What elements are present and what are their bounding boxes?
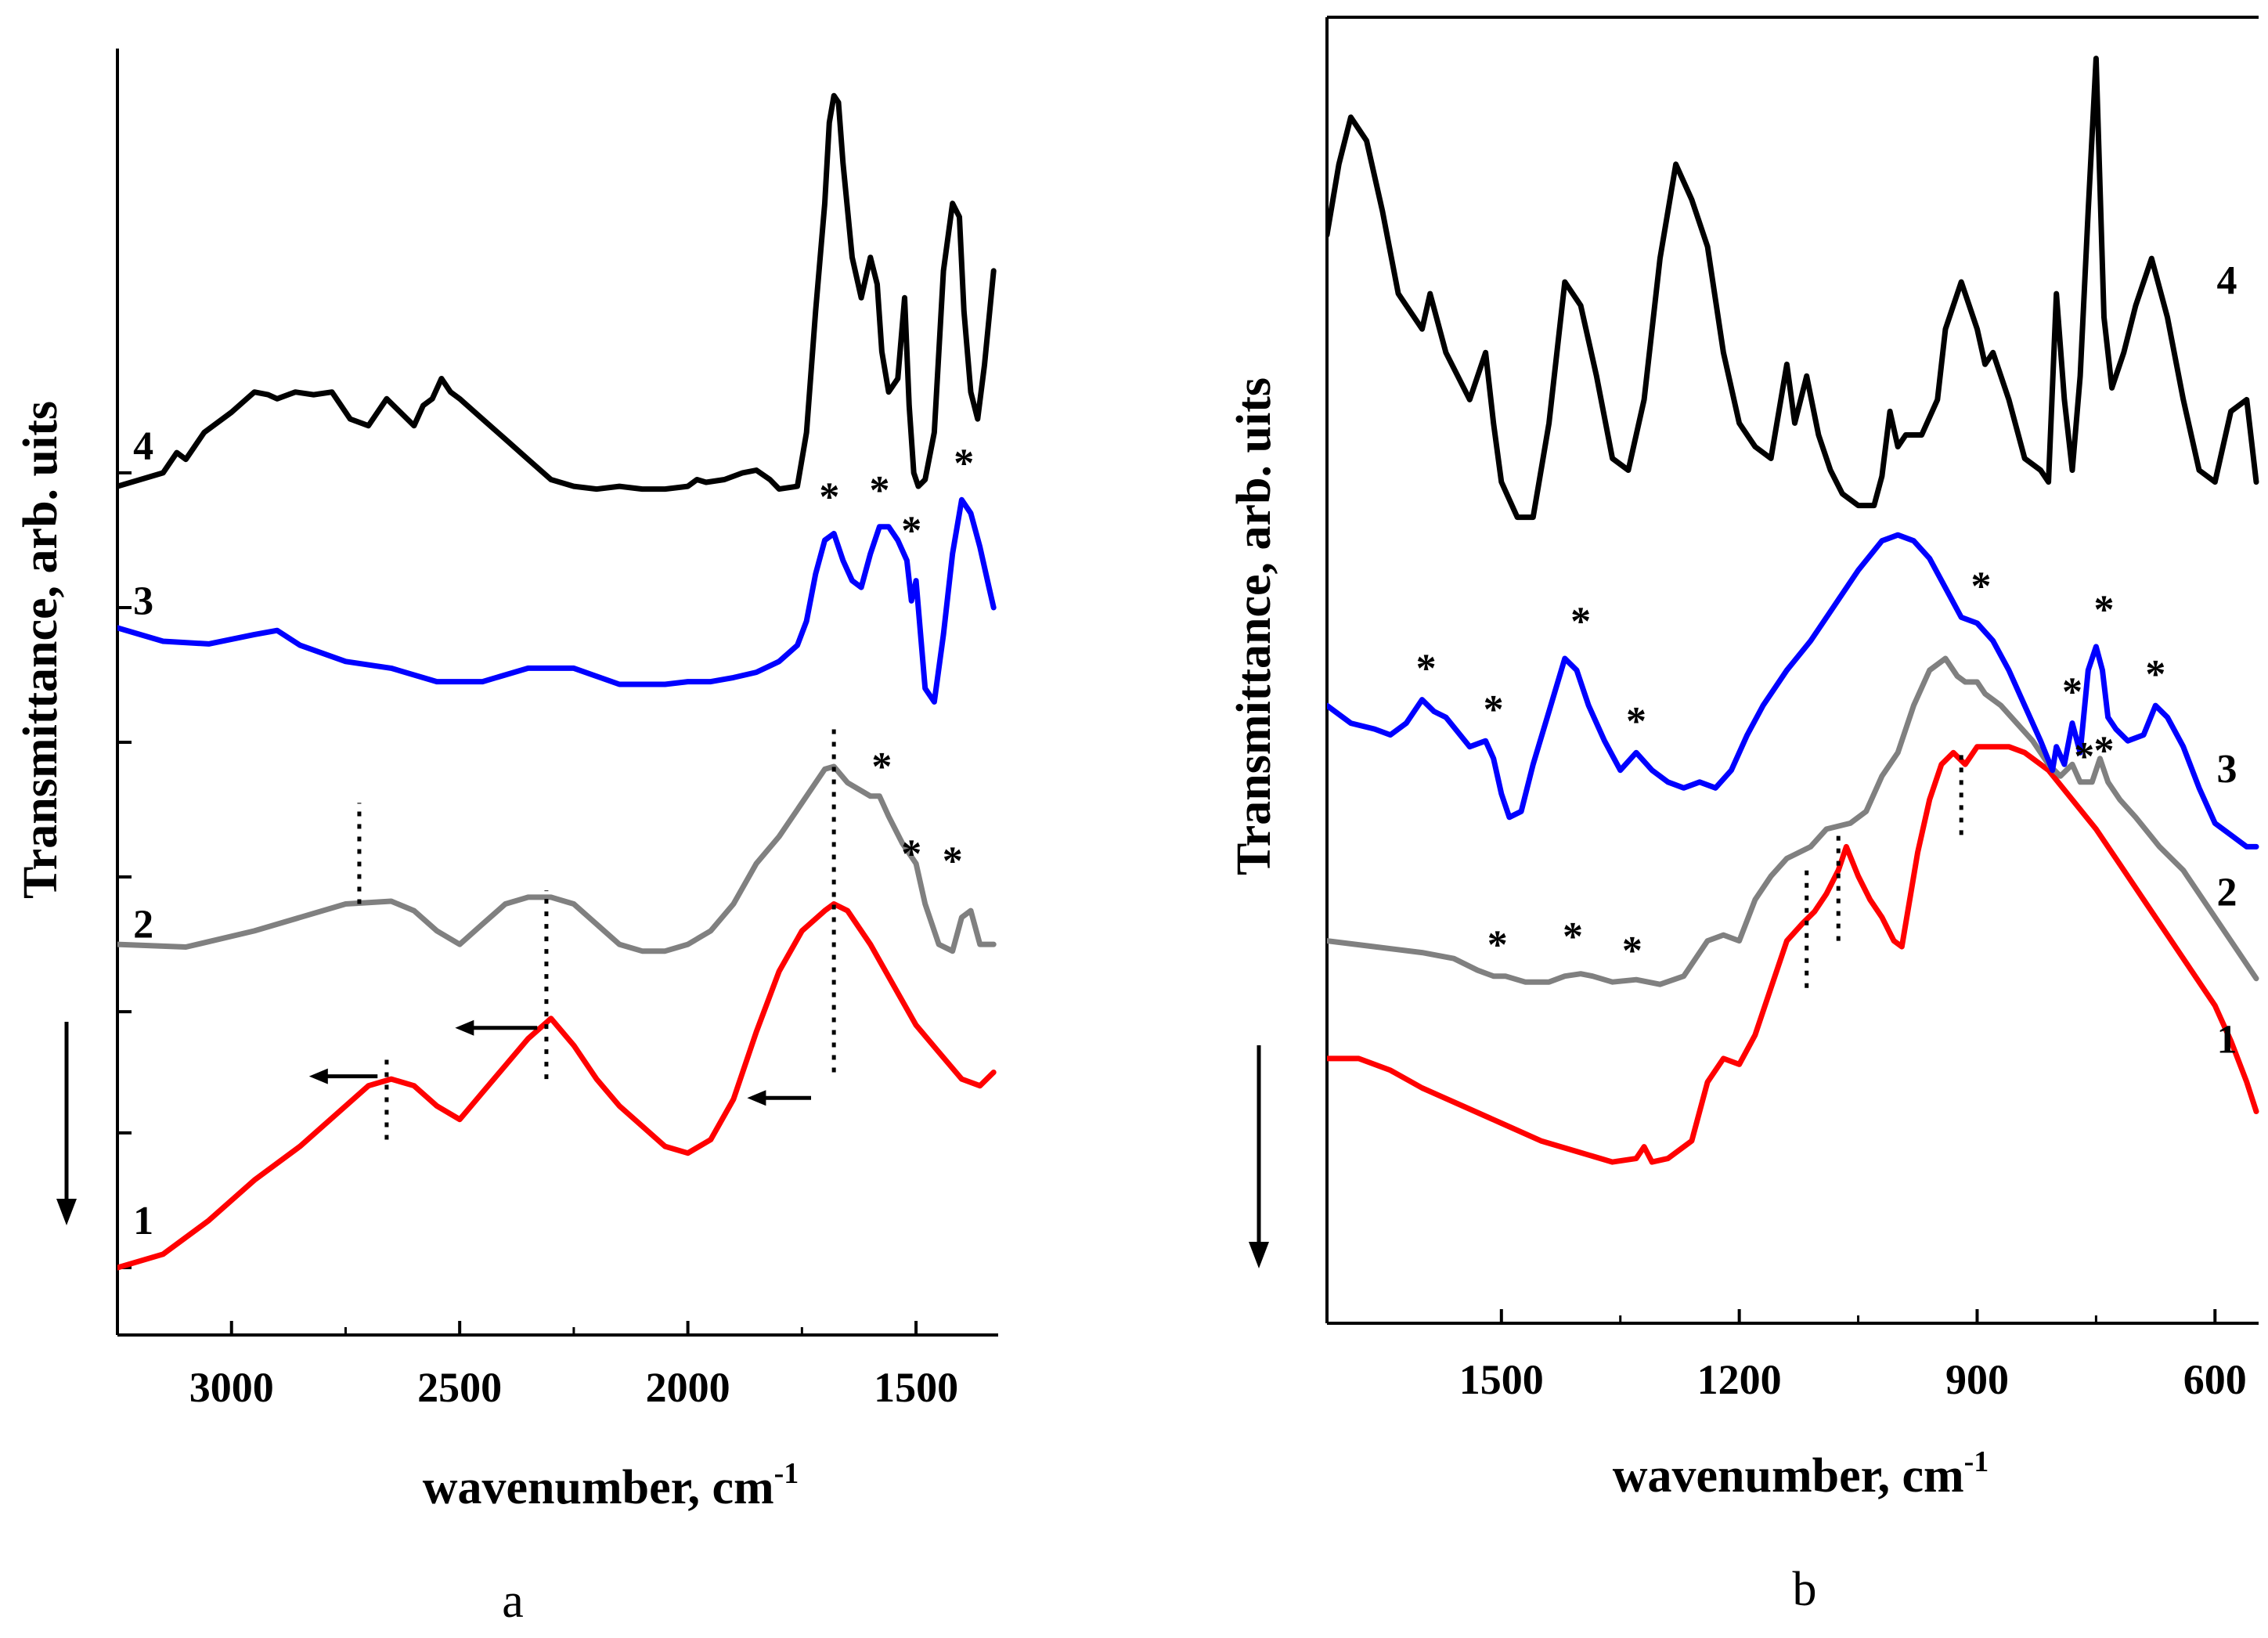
series-line-3 bbox=[1327, 532, 2259, 850]
series-label-4: 4 bbox=[133, 424, 153, 469]
peak-marker-star: * bbox=[1563, 915, 1583, 959]
series-label-4: 4 bbox=[2216, 258, 2237, 303]
panel-b: 1500 1200 900 600 wavenumber, cm-1 Transmitta… bbox=[1228, 16, 2259, 1503]
peak-marker-star: * bbox=[1570, 599, 1591, 644]
peak-marker-star: * bbox=[1416, 646, 1437, 691]
series-label-3: 3 bbox=[2216, 747, 2237, 792]
peak-marker-star: * bbox=[1626, 699, 1646, 744]
series-label-2: 2 bbox=[2216, 871, 2237, 915]
peak-marker-star: * bbox=[943, 839, 963, 883]
x-axis-title-text: wavenumber, cm bbox=[423, 1461, 774, 1514]
peak-marker-star: * bbox=[2094, 729, 2115, 774]
panel-label-b: b bbox=[1793, 1563, 1817, 1616]
peak-marker-star: * bbox=[871, 745, 892, 789]
x-axis-title-superscript: -1 bbox=[1964, 1445, 1989, 1478]
peak-marker-star: * bbox=[2145, 652, 2165, 697]
series-line-2 bbox=[117, 763, 997, 954]
series-line-4 bbox=[117, 92, 997, 492]
panel-label-a: a bbox=[502, 1575, 524, 1628]
peak-marker-star: * bbox=[954, 442, 974, 486]
x-axis-title-superscript: -1 bbox=[774, 1457, 799, 1490]
series-line-3 bbox=[117, 496, 997, 705]
series-label-1: 1 bbox=[133, 1199, 153, 1243]
peak-marker-star: * bbox=[2062, 670, 2082, 715]
x-tick-label: 600 bbox=[2183, 1356, 2247, 1403]
peak-marker-star: * bbox=[2094, 587, 2115, 632]
x-tick-label: 1500 bbox=[1459, 1356, 1544, 1403]
x-tick-label: 2500 bbox=[417, 1364, 502, 1411]
down-arrow-head bbox=[56, 1199, 77, 1225]
x-axis-title-text: wavenumber, cm bbox=[1613, 1449, 1964, 1503]
down-arrow-head bbox=[1249, 1242, 1269, 1268]
x-axis-title: wavenumber, cm-1 bbox=[1613, 1445, 1989, 1503]
panel-a: 3000 2500 2000 1500 wavenumber, cm-1 Transmit… bbox=[14, 49, 998, 1514]
series-line-2 bbox=[1327, 655, 2259, 987]
peak-marker-star: * bbox=[1487, 923, 1508, 968]
series-label-1: 1 bbox=[2216, 1017, 2237, 1062]
series-label-3: 3 bbox=[133, 579, 153, 624]
peak-marker-star: * bbox=[1971, 564, 1992, 608]
series-line-4 bbox=[1327, 56, 2259, 521]
y-axis-title: Transmittance, arb. uits bbox=[14, 401, 67, 899]
x-tick-label: 3000 bbox=[189, 1364, 274, 1411]
peak-marker-star: * bbox=[1622, 929, 1642, 973]
peak-marker-star: * bbox=[1484, 687, 1504, 732]
shift-arrow-head bbox=[747, 1090, 766, 1106]
shift-arrow-head bbox=[308, 1068, 328, 1084]
series-label-2: 2 bbox=[133, 902, 153, 947]
peak-marker-star: * bbox=[869, 468, 889, 513]
peak-marker-star: * bbox=[901, 832, 921, 877]
x-tick-label: 1500 bbox=[874, 1364, 958, 1411]
peak-marker-star: * bbox=[901, 509, 921, 554]
shift-arrow-head bbox=[455, 1019, 474, 1036]
peak-marker-star: * bbox=[2074, 734, 2094, 779]
series-line-1 bbox=[117, 901, 997, 1271]
x-tick-label: 2000 bbox=[646, 1364, 730, 1411]
x-axis-title: wavenumber, cm-1 bbox=[423, 1457, 799, 1514]
peak-marker-star: * bbox=[819, 475, 839, 520]
series-line-1 bbox=[1327, 744, 2259, 1165]
y-axis-title: Transmittance, arb. uits bbox=[1228, 377, 1281, 875]
x-tick-label: 900 bbox=[1945, 1356, 2009, 1403]
x-tick-label: 1200 bbox=[1697, 1356, 1782, 1403]
